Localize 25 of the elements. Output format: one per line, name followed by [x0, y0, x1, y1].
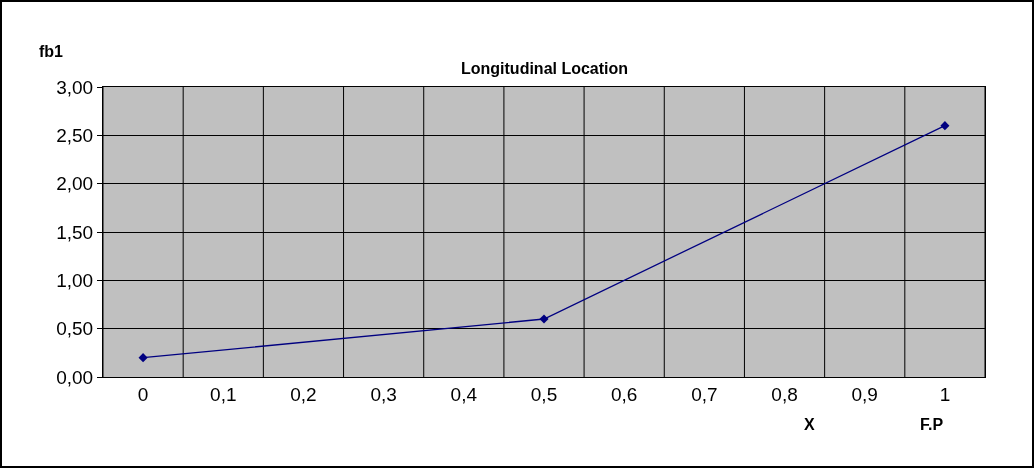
y-tick-label: 2,00: [56, 173, 94, 195]
point: [940, 121, 950, 131]
point: [138, 353, 148, 363]
point: [539, 314, 549, 324]
y-tick-label: 3,00: [56, 76, 94, 98]
text: F.P: [920, 416, 944, 433]
x-tick-label: 0,6: [610, 383, 638, 405]
y-tick-label: 2,50: [56, 124, 94, 146]
x-tick-label: 1: [939, 383, 951, 405]
x-tick-label: 0,5: [530, 383, 558, 405]
x-tick-label: 0,1: [210, 383, 237, 405]
y-tick-label: 0,00: [56, 366, 94, 388]
x-axis-title: X: [804, 416, 815, 433]
chart-title: Longitudinal Location: [461, 60, 629, 77]
x-tick-label: 0,9: [851, 383, 878, 405]
x-tick-label: 0,8: [771, 383, 798, 405]
x-tick-label: 0,2: [290, 383, 317, 405]
y-axis-title: fb1: [39, 43, 64, 60]
x-tick-label: 0: [137, 383, 149, 405]
x-tick-label: 0,4: [450, 383, 478, 405]
y-tick-label: 1,50: [56, 221, 94, 243]
x-tick-label: 0,3: [370, 383, 397, 405]
y-tick-label: 1,00: [56, 269, 94, 291]
x-tick-label: 0,7: [691, 383, 718, 405]
y-tick-label: 0,50: [56, 318, 94, 340]
